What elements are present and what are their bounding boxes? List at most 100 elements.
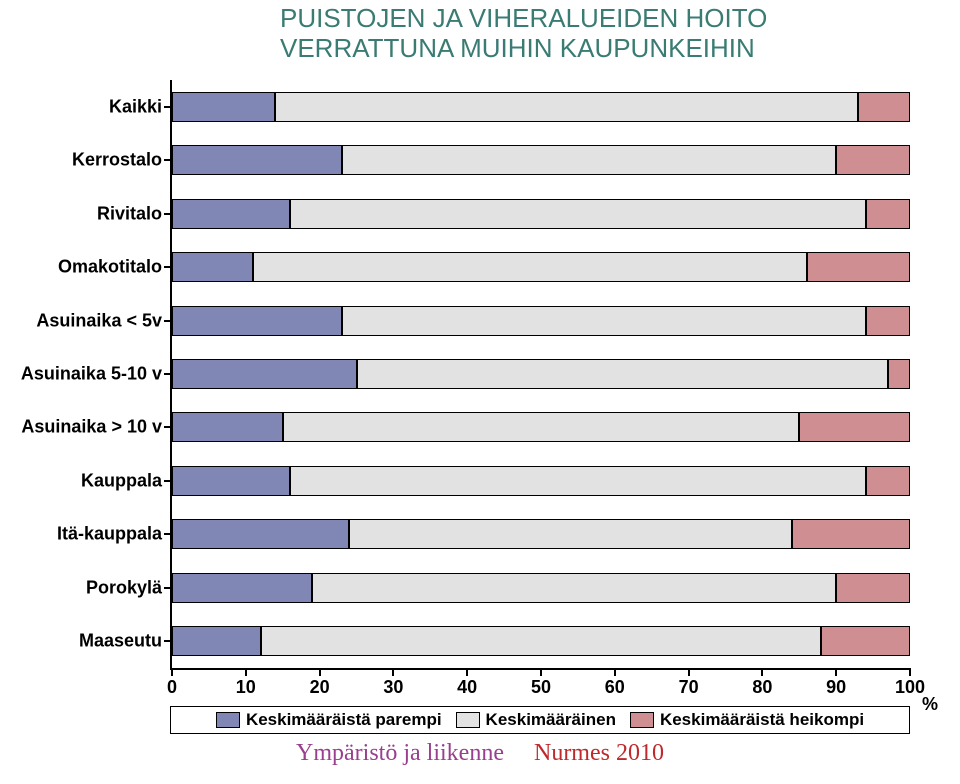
y-tick bbox=[164, 159, 172, 161]
legend-label: Keskimääräinen bbox=[486, 710, 616, 730]
bar-segment bbox=[172, 145, 342, 175]
legend-swatch bbox=[630, 712, 654, 728]
bar-segment bbox=[799, 412, 910, 442]
bar-segment bbox=[349, 519, 792, 549]
x-tick bbox=[245, 668, 247, 676]
y-tick bbox=[164, 640, 172, 642]
bar-row bbox=[172, 92, 910, 122]
x-tick bbox=[466, 668, 468, 676]
bar-segment bbox=[357, 359, 888, 389]
bar-segment bbox=[836, 145, 910, 175]
bar-row bbox=[172, 573, 910, 603]
x-tick-label: 0 bbox=[167, 677, 177, 698]
y-tick bbox=[164, 106, 172, 108]
bar-segment bbox=[172, 359, 357, 389]
y-tick bbox=[164, 266, 172, 268]
legend-label: Keskimääräistä parempi bbox=[246, 710, 442, 730]
bar-row bbox=[172, 145, 910, 175]
bar-segment bbox=[821, 626, 910, 656]
bar-segment bbox=[888, 359, 910, 389]
category-label: Kaikki bbox=[109, 96, 162, 117]
footer-left: Ympäristö ja liikenne bbox=[296, 740, 504, 766]
x-tick bbox=[835, 668, 837, 676]
bar-segment bbox=[283, 412, 800, 442]
bar-segment bbox=[172, 252, 253, 282]
bar-segment bbox=[172, 573, 312, 603]
chart-title: PUISTOJEN JA VIHERALUEIDEN HOITO VERRATT… bbox=[280, 4, 900, 64]
category-label: Asuinaika < 5v bbox=[36, 310, 162, 331]
bar-segment bbox=[342, 306, 866, 336]
legend-swatch bbox=[456, 712, 480, 728]
category-label: Porokylä bbox=[86, 577, 162, 598]
bar-segment bbox=[866, 466, 910, 496]
bar-row bbox=[172, 252, 910, 282]
category-label: Asuinaika 5-10 v bbox=[21, 364, 162, 385]
legend-swatch bbox=[216, 712, 240, 728]
category-label: Omakotitalo bbox=[58, 257, 162, 278]
x-tick-label: 10 bbox=[236, 677, 256, 698]
category-label: Kauppala bbox=[81, 470, 162, 491]
bar-row bbox=[172, 466, 910, 496]
x-tick bbox=[761, 668, 763, 676]
bar-segment bbox=[172, 199, 290, 229]
x-tick bbox=[392, 668, 394, 676]
x-tick-label: 20 bbox=[310, 677, 330, 698]
bar-segment bbox=[342, 145, 836, 175]
bar-row bbox=[172, 359, 910, 389]
y-tick bbox=[164, 480, 172, 482]
y-tick bbox=[164, 426, 172, 428]
bar-segment bbox=[172, 466, 290, 496]
x-tick-label: 100 bbox=[895, 677, 925, 698]
bar-segment bbox=[866, 306, 910, 336]
bar-segment bbox=[866, 199, 910, 229]
bar-segment bbox=[253, 252, 807, 282]
bar-row bbox=[172, 412, 910, 442]
bar-segment bbox=[172, 306, 342, 336]
bar-segment bbox=[290, 466, 866, 496]
category-label: Kerrostalo bbox=[72, 150, 162, 171]
y-tick bbox=[164, 587, 172, 589]
x-tick bbox=[319, 668, 321, 676]
x-tick bbox=[909, 668, 911, 676]
bar-segment bbox=[275, 92, 858, 122]
y-tick bbox=[164, 320, 172, 322]
bar-row bbox=[172, 199, 910, 229]
bar-segment bbox=[792, 519, 910, 549]
bar-segment bbox=[261, 626, 822, 656]
bar-segment bbox=[172, 519, 349, 549]
x-tick bbox=[688, 668, 690, 676]
x-tick bbox=[540, 668, 542, 676]
bar-segment bbox=[172, 412, 283, 442]
footer: Ympäristö ja liikenne Nurmes 2010 bbox=[0, 740, 960, 767]
category-label: Maaseutu bbox=[79, 631, 162, 652]
category-label: Asuinaika > 10 v bbox=[21, 417, 162, 438]
percent-label: % bbox=[922, 694, 938, 715]
bar-segment bbox=[172, 92, 275, 122]
bar-segment bbox=[807, 252, 910, 282]
x-tick-label: 40 bbox=[457, 677, 477, 698]
chart-container: PUISTOJEN JA VIHERALUEIDEN HOITO VERRATT… bbox=[0, 0, 960, 784]
x-tick-label: 70 bbox=[679, 677, 699, 698]
x-tick bbox=[614, 668, 616, 676]
legend-item: Keskimääräistä heikompi bbox=[630, 710, 864, 730]
category-label: Rivitalo bbox=[97, 203, 162, 224]
legend-item: Keskimääräistä parempi bbox=[216, 710, 442, 730]
x-tick-label: 90 bbox=[826, 677, 846, 698]
bar-segment bbox=[172, 626, 261, 656]
bar-row bbox=[172, 519, 910, 549]
y-tick bbox=[164, 533, 172, 535]
legend: Keskimääräistä parempi Keskimääräinen Kesk… bbox=[170, 706, 910, 734]
bar-segment bbox=[836, 573, 910, 603]
category-label: Itä-kauppala bbox=[57, 524, 162, 545]
x-tick-label: 30 bbox=[383, 677, 403, 698]
bar-row bbox=[172, 626, 910, 656]
x-tick-label: 50 bbox=[531, 677, 551, 698]
bar-segment bbox=[858, 92, 910, 122]
bar-segment bbox=[312, 573, 836, 603]
x-tick bbox=[171, 668, 173, 676]
bar-row bbox=[172, 306, 910, 336]
x-tick-label: 80 bbox=[752, 677, 772, 698]
y-tick bbox=[164, 213, 172, 215]
y-tick bbox=[164, 373, 172, 375]
bar-segment bbox=[290, 199, 866, 229]
